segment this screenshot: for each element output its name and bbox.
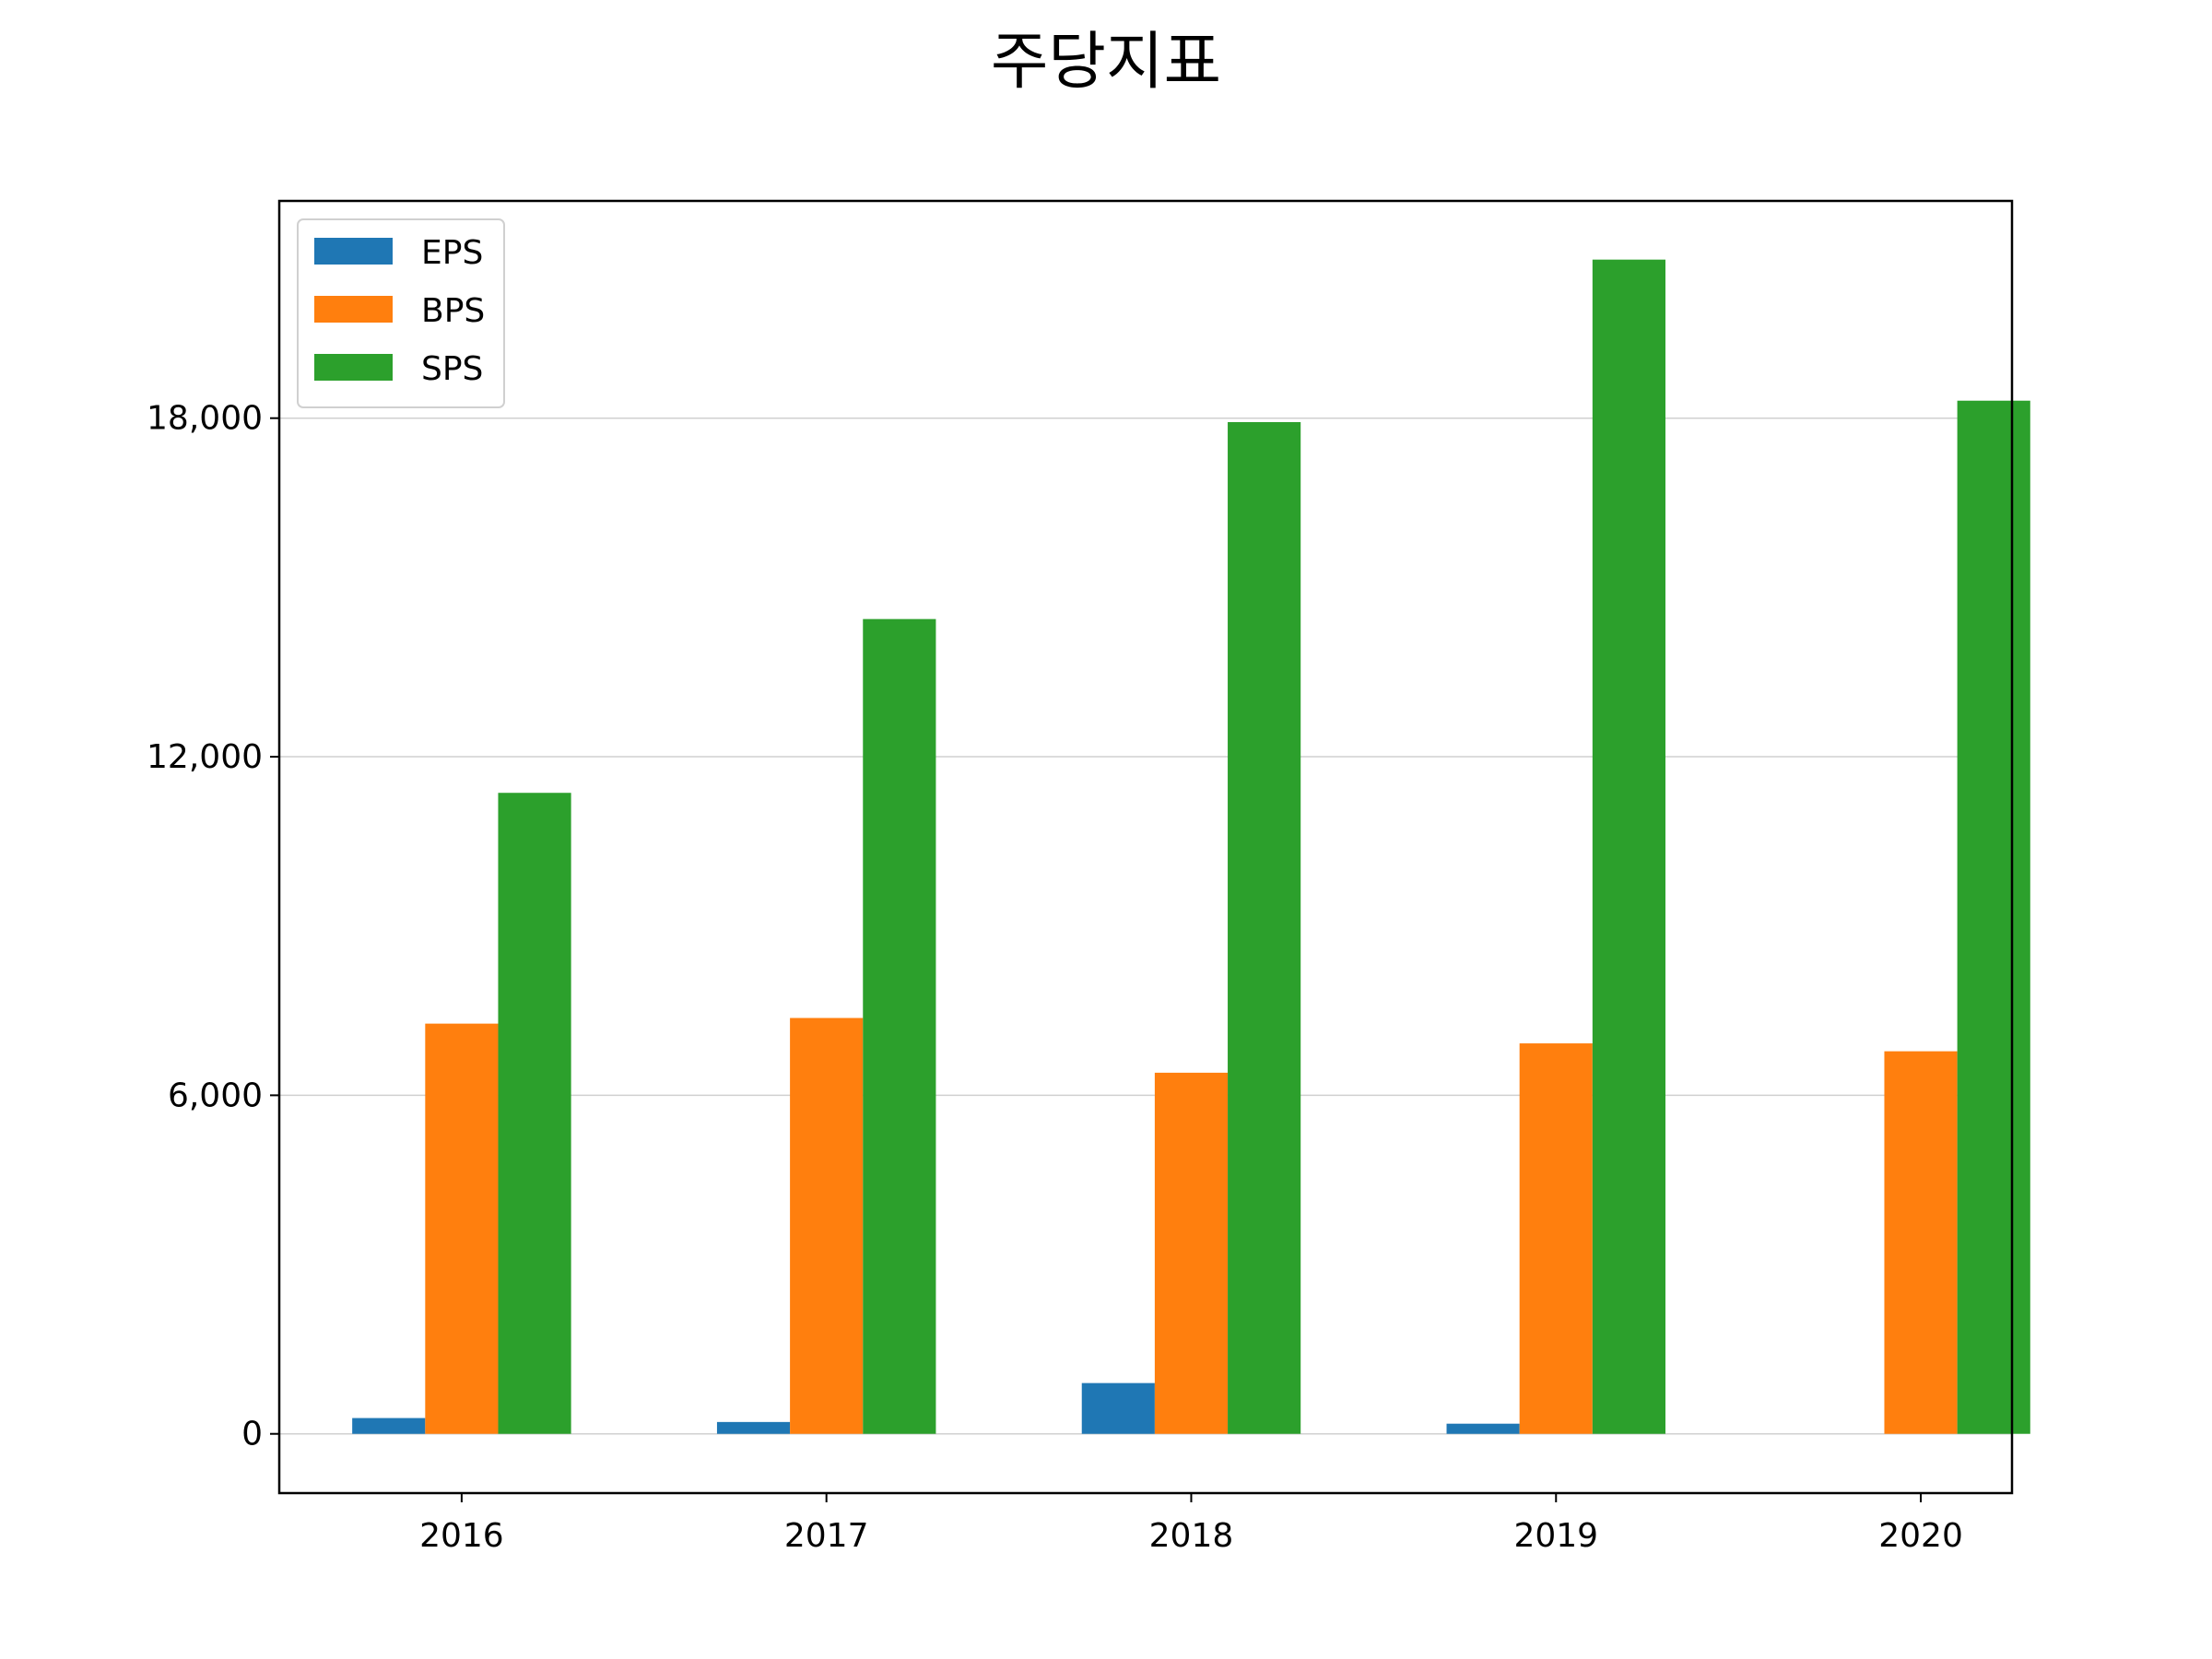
bar-bps-2020 [1884, 1051, 1958, 1434]
bar-eps-2017 [716, 1421, 791, 1434]
chart-title: 주당지표 [991, 26, 1221, 99]
bar-sps-2017 [863, 618, 936, 1434]
bar-eps-2016 [352, 1418, 426, 1434]
x-tick-label: 2018 [1149, 1517, 1234, 1555]
bar-sps-2019 [1592, 259, 1665, 1434]
bar-sps-2018 [1228, 421, 1301, 1434]
plot-frame [277, 199, 2014, 1495]
y-tick-label: 6,000 [168, 1077, 263, 1114]
y-axis: 0 6,000 12,000 18,000 [147, 400, 279, 1453]
bar-sps-2016 [498, 793, 571, 1434]
bar-bps-2018 [1154, 1072, 1229, 1434]
bar-eps-2019 [1446, 1423, 1520, 1434]
bar-bps-2016 [425, 1023, 499, 1434]
bar-sps-2020 [1957, 400, 2030, 1434]
bars [352, 259, 2030, 1434]
y-tick-label: 12,000 [147, 738, 263, 776]
x-tick-label: 2019 [1513, 1517, 1598, 1555]
legend-label-sps: SPS [421, 350, 483, 388]
legend-label-eps: EPS [421, 234, 483, 272]
legend-swatch-sps [314, 354, 393, 381]
bar-bps-2019 [1519, 1043, 1593, 1434]
legend-label-bps: BPS [421, 292, 485, 330]
bar-bps-2017 [790, 1018, 864, 1434]
legend-swatch-eps [314, 238, 393, 265]
x-axis: 2016 2017 2018 2019 2020 [419, 1493, 1963, 1555]
x-tick-label: 2017 [784, 1517, 869, 1555]
x-tick-label: 2016 [419, 1517, 504, 1555]
y-tick-label: 18,000 [147, 400, 263, 438]
legend: EPS BPS SPS [297, 218, 505, 408]
bar-eps-2018 [1081, 1382, 1155, 1434]
y-tick-label: 0 [241, 1416, 263, 1453]
x-tick-label: 2020 [1878, 1517, 1963, 1555]
legend-swatch-bps [314, 296, 393, 323]
